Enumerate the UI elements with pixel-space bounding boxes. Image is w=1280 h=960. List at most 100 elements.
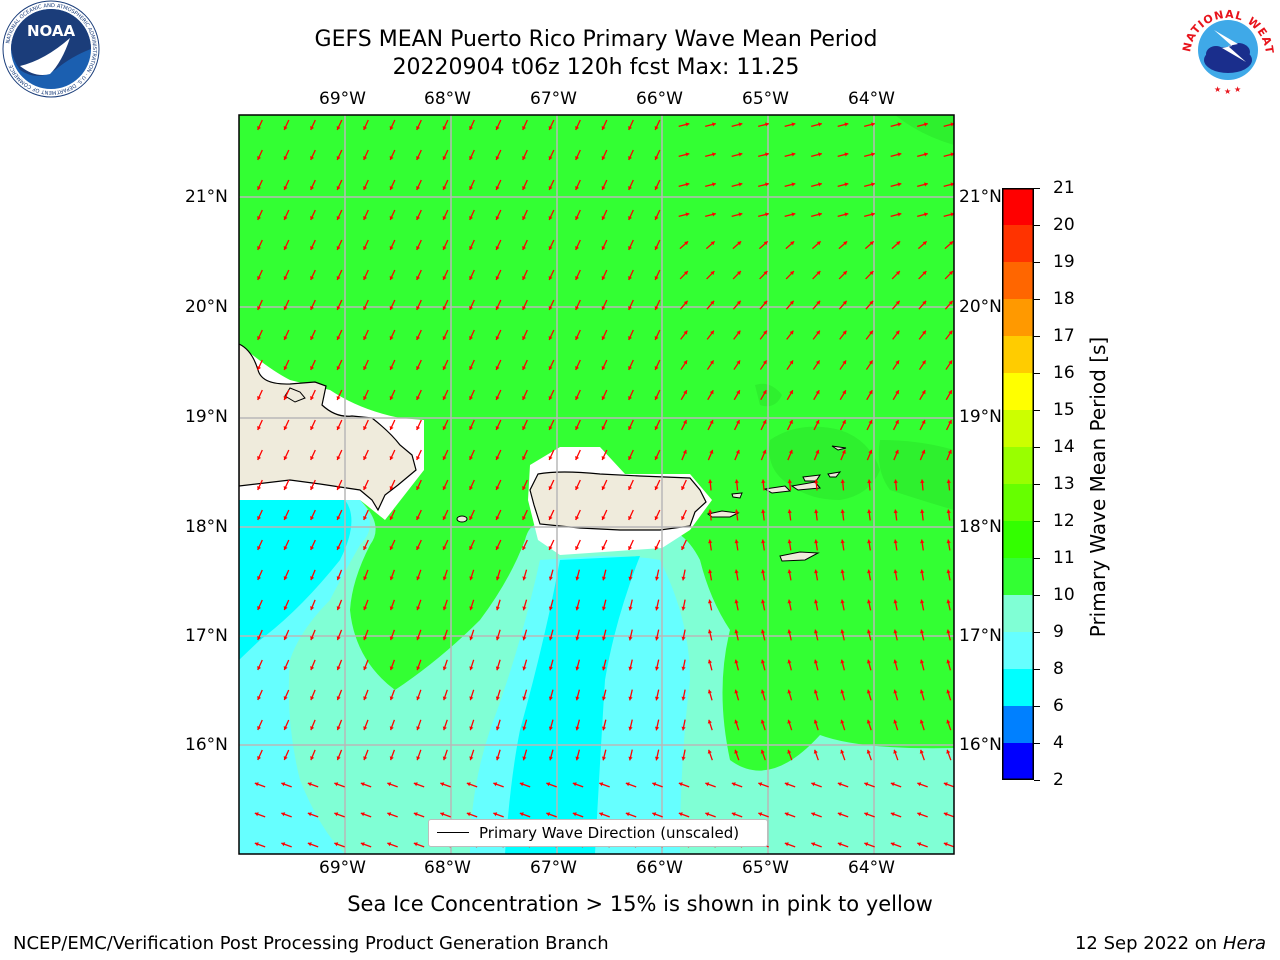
wave-arrow-head: [869, 241, 874, 246]
colorbar-tick-mark: [1034, 558, 1040, 559]
period-patch-vi: [769, 426, 880, 500]
wave-arrow-head: [548, 126, 553, 130]
wave-arrow-head: [601, 576, 607, 581]
wave-arrow-head: [283, 216, 288, 220]
wave-arrow-head: [761, 569, 766, 574]
wave-arrow-head: [893, 569, 898, 574]
wave-arrow-head: [257, 576, 262, 581]
colorbar-tick-label: 12: [1053, 511, 1075, 531]
wave-arrow-head: [257, 186, 262, 190]
lat-label-left-21n: 21°N: [185, 187, 228, 207]
wave-arrow-head: [548, 246, 553, 250]
wave-arrow-head: [837, 842, 842, 847]
wave-arrow-head: [870, 212, 875, 217]
wave-arrow-head: [336, 366, 341, 370]
wave-arrow-head: [522, 486, 527, 490]
wave-arrow-head: [787, 539, 792, 544]
svg-text:★: ★: [1234, 85, 1241, 94]
wave-arrow-head: [575, 666, 580, 671]
wave-arrow-head: [363, 546, 368, 550]
wave-arrow-head: [837, 812, 842, 817]
wave-arrow-head: [869, 300, 874, 305]
wave-arrow-head: [919, 689, 924, 694]
wave-arrow-head: [628, 486, 633, 490]
wave-arrow-head: [281, 842, 286, 847]
wave-arrow-head: [789, 360, 794, 365]
wave-arrow-head: [681, 546, 686, 550]
wave-arrow-head: [495, 366, 500, 370]
wave-arrow-head: [469, 396, 474, 400]
wave-arrow-head: [442, 126, 447, 130]
wave-arrow-head: [923, 122, 928, 127]
wave-arrow-head: [917, 812, 922, 817]
wave-arrow-head: [387, 842, 392, 847]
wave-arrow-head: [948, 271, 953, 275]
wave-arrow-head: [413, 812, 418, 817]
wave-arrow-head: [683, 390, 687, 395]
colorbar-tick-label: 16: [1053, 363, 1075, 383]
wave-arrow-head: [628, 666, 633, 671]
wave-arrow-head: [363, 366, 368, 370]
wave-arrow-head: [760, 599, 766, 604]
lon-label-top-68w: 68°W: [424, 89, 471, 109]
wave-arrow-head: [336, 696, 341, 701]
wave-arrow-head: [310, 306, 315, 310]
wave-arrow-head: [363, 606, 368, 611]
wave-arrow-head: [389, 486, 394, 490]
wave-arrow-head: [813, 689, 818, 694]
wave-arrow-head: [787, 659, 792, 664]
wave-arrow-head: [815, 420, 820, 425]
wave-arrow-head: [784, 812, 789, 817]
wave-arrow-head: [601, 726, 607, 731]
wave-arrow-head: [336, 666, 341, 671]
wave-arrow-head: [922, 330, 926, 335]
wave-arrow-head: [840, 629, 845, 634]
wave-arrow-head: [815, 390, 820, 395]
wave-arrow-head: [681, 576, 686, 581]
wave-arrow-head: [469, 336, 474, 340]
wave-arrow-head: [413, 842, 418, 847]
wave-arrow-head: [948, 360, 953, 365]
wave-arrow-head: [416, 156, 421, 160]
wave-arrow-head: [442, 366, 447, 370]
wave-arrow-head: [787, 479, 792, 484]
lat-label-left-17n: 17°N: [185, 626, 228, 646]
wave-arrow-head: [466, 812, 471, 817]
colorbar-tick-mark: [1034, 780, 1040, 781]
wave-arrow-head: [363, 486, 368, 490]
wave-arrow-head: [469, 636, 474, 641]
wave-arrow-head: [948, 300, 953, 305]
wave-arrow-head: [416, 186, 421, 190]
wave-arrow-head: [310, 336, 315, 340]
wave-arrow-head: [737, 241, 742, 246]
wave-arrow-head: [628, 366, 633, 370]
wave-arrow-head: [922, 300, 927, 305]
wave-arrow-head: [816, 330, 820, 335]
wave-arrow-head: [469, 126, 474, 130]
wave-arrow-head: [416, 306, 421, 310]
wave-arrow-head: [442, 306, 447, 310]
wave-arrow-head: [897, 182, 902, 187]
wave-arrow-head: [897, 152, 902, 157]
wave-arrow-head: [867, 479, 872, 484]
wave-arrow-head: [257, 126, 262, 130]
wave-arrow-head: [654, 606, 660, 611]
wave-arrow-head: [709, 449, 714, 454]
wave-arrow-head: [840, 599, 845, 604]
wave-arrow-head: [844, 122, 849, 127]
wave-arrow-head: [257, 546, 262, 550]
wave-arrow-head: [389, 606, 394, 611]
wave-arrow-head: [731, 812, 736, 817]
wave-arrow-head: [893, 689, 898, 694]
wave-arrow-head: [654, 756, 660, 761]
wave-arrow-head: [870, 122, 875, 127]
wave-arrow-head: [310, 186, 315, 190]
lat-label-right-16n: 16°N: [959, 735, 1002, 755]
wave-arrow-head: [310, 486, 315, 490]
colorbar-step: [1002, 632, 1034, 670]
island-virgin-gorda: [827, 471, 842, 478]
wave-arrow-head: [760, 749, 765, 754]
colorbar: [1002, 188, 1034, 780]
wave-arrow-head: [283, 126, 288, 130]
